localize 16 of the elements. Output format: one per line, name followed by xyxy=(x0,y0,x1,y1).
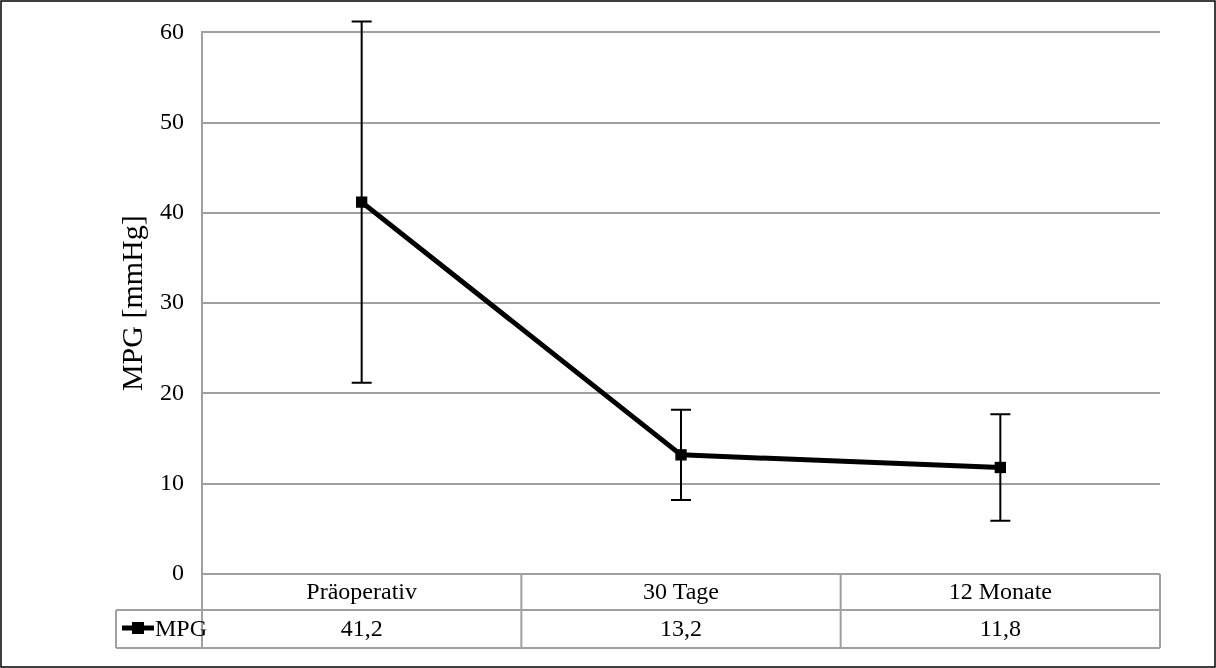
legend-label: MPG xyxy=(155,615,208,642)
data-label: 11,8 xyxy=(979,615,1021,642)
data-label: 13,2 xyxy=(660,615,702,642)
x-tick-label: Präoperativ xyxy=(306,577,417,604)
x-tick-label: 30 Tage xyxy=(643,577,719,604)
y-tick-label: 40 xyxy=(160,198,184,225)
data-label: 41,2 xyxy=(340,615,383,642)
y-tick-label: 50 xyxy=(160,107,184,134)
y-axis-title: MPG [mmHg] xyxy=(114,215,148,392)
point xyxy=(675,449,687,461)
y-tick-label: 20 xyxy=(160,378,184,405)
y-tick-label: 10 xyxy=(160,469,184,496)
x-tick-label: 12 Monate xyxy=(948,577,1052,604)
y-tick-label: 30 xyxy=(160,288,184,315)
y-tick-label: 0 xyxy=(172,559,184,586)
y-tick-label: 60 xyxy=(160,17,184,44)
